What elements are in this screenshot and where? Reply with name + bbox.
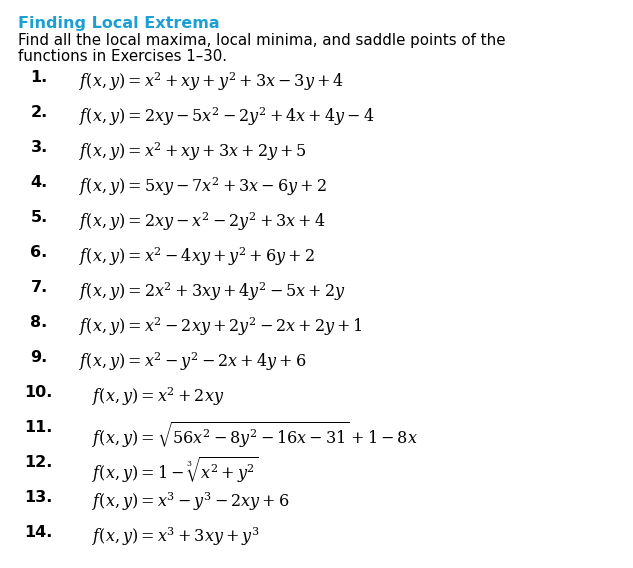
Text: 4.: 4. — [30, 175, 47, 190]
Text: 6.: 6. — [30, 245, 47, 260]
Text: 5.: 5. — [30, 210, 47, 225]
Text: $f(x, y) = \sqrt{56x^2 - 8y^2 - 16x - 31} + 1 - 8x$: $f(x, y) = \sqrt{56x^2 - 8y^2 - 16x - 31… — [92, 420, 418, 450]
Text: $f(x, y) = x^2 + xy + 3x + 2y + 5$: $f(x, y) = x^2 + xy + 3x + 2y + 5$ — [79, 140, 307, 162]
Text: 14.: 14. — [24, 525, 53, 541]
Text: $f(x, y) = 2x^2 + 3xy + 4y^2 - 5x + 2y$: $f(x, y) = 2x^2 + 3xy + 4y^2 - 5x + 2y$ — [79, 280, 346, 303]
Text: $f(x, y) = x^2 + 2xy$: $f(x, y) = x^2 + 2xy$ — [92, 385, 224, 408]
Text: 7.: 7. — [30, 280, 47, 295]
Text: $f(x, y) = 5xy - 7x^2 + 3x - 6y + 2$: $f(x, y) = 5xy - 7x^2 + 3x - 6y + 2$ — [79, 175, 327, 198]
Text: $f(x, y) = x^2 - y^2 - 2x + 4y + 6$: $f(x, y) = x^2 - y^2 - 2x + 4y + 6$ — [79, 350, 306, 373]
Text: 9.: 9. — [30, 350, 47, 365]
Text: 3.: 3. — [30, 140, 47, 155]
Text: $f(x, y) = x^2 - 2xy + 2y^2 - 2x + 2y + 1$: $f(x, y) = x^2 - 2xy + 2y^2 - 2x + 2y + … — [79, 315, 363, 338]
Text: $f(x, y) = x^2 + xy + y^2 + 3x - 3y + 4$: $f(x, y) = x^2 + xy + y^2 + 3x - 3y + 4$ — [79, 70, 344, 93]
Text: 8.: 8. — [30, 315, 47, 330]
Text: $f(x, y) = 1 - \sqrt[3]{x^2 + y^2}$: $f(x, y) = 1 - \sqrt[3]{x^2 + y^2}$ — [92, 456, 258, 485]
Text: Finding Local Extrema: Finding Local Extrema — [18, 16, 220, 31]
Text: $f(x, y) = x^2 - 4xy + y^2 + 6y + 2$: $f(x, y) = x^2 - 4xy + y^2 + 6y + 2$ — [79, 245, 315, 268]
Text: functions in Exercises 1–30.: functions in Exercises 1–30. — [18, 49, 227, 64]
Text: 10.: 10. — [24, 385, 53, 400]
Text: 2.: 2. — [30, 105, 47, 120]
Text: 12.: 12. — [24, 456, 53, 470]
Text: $f(x, y) = 2xy - x^2 - 2y^2 + 3x + 4$: $f(x, y) = 2xy - x^2 - 2y^2 + 3x + 4$ — [79, 210, 326, 233]
Text: 1.: 1. — [30, 70, 47, 85]
Text: Find all the local maxima, local minima, and saddle points of the: Find all the local maxima, local minima,… — [18, 33, 505, 48]
Text: $f(x, y) = 2xy - 5x^2 - 2y^2 + 4x + 4y - 4$: $f(x, y) = 2xy - 5x^2 - 2y^2 + 4x + 4y -… — [79, 105, 375, 128]
Text: $f(x, y) = x^3 - y^3 - 2xy + 6$: $f(x, y) = x^3 - y^3 - 2xy + 6$ — [92, 490, 289, 513]
Text: 11.: 11. — [24, 420, 53, 435]
Text: $f(x, y) = x^3 + 3xy + y^3$: $f(x, y) = x^3 + 3xy + y^3$ — [92, 525, 260, 548]
Text: 13.: 13. — [24, 490, 53, 506]
